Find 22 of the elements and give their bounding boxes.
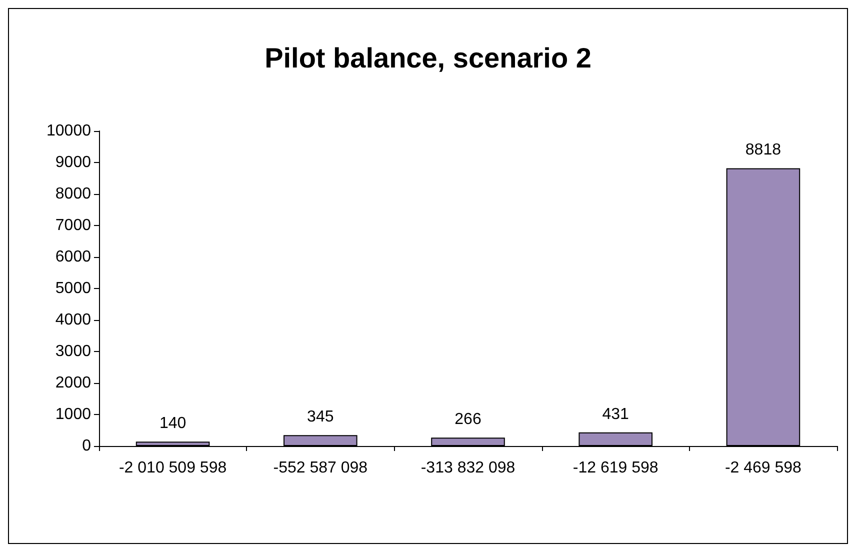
y-tick-label: 2000 <box>55 374 92 392</box>
y-tick-label: 3000 <box>55 343 92 360</box>
x-tick-label: -313 832 098 <box>420 460 516 476</box>
y-tick-label: 9000 <box>55 154 92 171</box>
data-label: 140 <box>159 415 186 432</box>
chart-title: Pilot balance, scenario 2 <box>264 42 592 74</box>
data-label: 8818 <box>745 142 782 159</box>
data-label: 431 <box>602 406 630 423</box>
y-tick-label: 6000 <box>55 248 92 266</box>
x-tick-label: -2 010 509 598 <box>118 460 227 476</box>
y-tick-label: 0 <box>82 438 92 454</box>
x-tick-label: -12 619 598 <box>572 460 658 476</box>
y-tick-label: 7000 <box>55 217 92 234</box>
y-tick-label: 1000 <box>55 406 92 423</box>
data-label: 345 <box>307 408 334 426</box>
y-tick-label: 5000 <box>55 280 92 297</box>
y-tick-label: 10000 <box>46 122 92 140</box>
x-tick-label: -552 587 098 <box>273 460 368 476</box>
x-tick-label: -2 469 598 <box>724 460 802 476</box>
data-label: 266 <box>454 411 482 428</box>
y-tick-label: 8000 <box>55 186 92 202</box>
y-tick-label: 4000 <box>55 312 92 328</box>
